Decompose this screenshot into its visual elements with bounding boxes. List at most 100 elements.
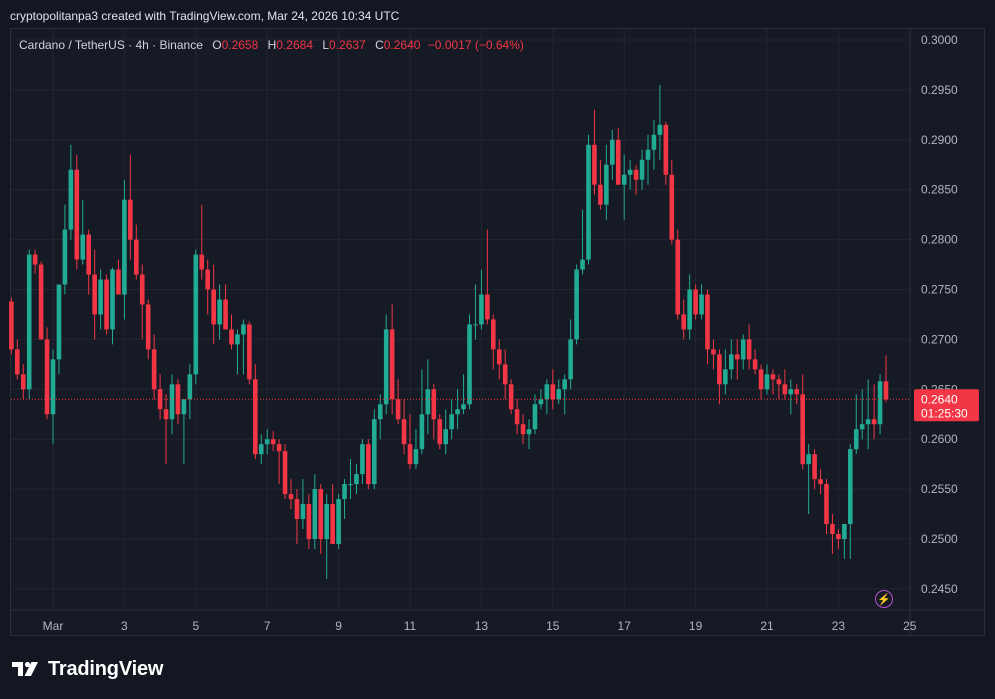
candle-down bbox=[205, 269, 210, 290]
y-tick-label: 0.2700 bbox=[921, 332, 958, 346]
legend-open-label: O bbox=[212, 38, 222, 52]
candle-up bbox=[342, 484, 347, 500]
candle-up bbox=[443, 429, 448, 445]
candle-down bbox=[276, 444, 282, 452]
candle-down bbox=[550, 384, 556, 400]
candle-up bbox=[467, 324, 472, 405]
candle-down bbox=[746, 339, 752, 360]
candle-down bbox=[74, 169, 80, 260]
candle-down bbox=[598, 184, 603, 205]
candle-down bbox=[491, 319, 496, 350]
candle-down bbox=[407, 444, 413, 465]
candle-up bbox=[473, 324, 478, 326]
tradingview-logo-icon bbox=[12, 661, 38, 676]
candle-down bbox=[520, 424, 526, 435]
candle-up bbox=[627, 169, 633, 175]
candle-up bbox=[580, 259, 585, 270]
candle-up bbox=[538, 399, 544, 405]
candle-down bbox=[633, 169, 639, 180]
y-tick-label: 0.2550 bbox=[921, 482, 958, 496]
price-tag-value: 0.2640 bbox=[921, 392, 958, 406]
candle-down bbox=[693, 289, 698, 315]
candle-up bbox=[764, 374, 770, 390]
candle-down bbox=[199, 254, 205, 270]
y-tick-label: 0.2900 bbox=[921, 133, 958, 147]
candle-down bbox=[139, 274, 145, 305]
candle-down bbox=[485, 294, 490, 320]
legend-low-value: 0.2637 bbox=[329, 38, 366, 52]
candle-up bbox=[98, 279, 103, 315]
candle-down bbox=[211, 289, 216, 325]
candle-up bbox=[788, 389, 794, 395]
candle-up bbox=[586, 144, 591, 260]
price-tag-box bbox=[914, 389, 979, 422]
candle-up bbox=[377, 404, 383, 420]
candle-up bbox=[372, 419, 377, 485]
candle-up bbox=[217, 299, 222, 325]
candle-up bbox=[181, 399, 187, 415]
legend-high-label: H bbox=[267, 38, 277, 52]
candle-down bbox=[366, 444, 371, 485]
candle-down bbox=[44, 339, 50, 415]
candle-down bbox=[663, 124, 669, 175]
candle-up bbox=[56, 284, 62, 360]
candle-up bbox=[740, 339, 746, 360]
candle-down bbox=[752, 359, 758, 370]
candle-down bbox=[681, 314, 686, 330]
candle-up bbox=[865, 419, 871, 425]
legend-change-value: −0.0017 (−0.64%) bbox=[427, 38, 524, 52]
candle-up bbox=[651, 134, 657, 150]
candle-up bbox=[544, 384, 550, 400]
lightning-icon[interactable]: ⚡ bbox=[875, 590, 893, 608]
candle-down bbox=[883, 381, 889, 400]
candle-down bbox=[431, 389, 437, 420]
candle-up bbox=[604, 164, 609, 205]
symbol-legend[interactable]: Cardano / TetherUS · 4h · Binance O0.265… bbox=[19, 38, 524, 52]
candle-up bbox=[258, 444, 264, 455]
candle-down bbox=[502, 364, 508, 385]
candle-down bbox=[92, 274, 97, 315]
candle-up bbox=[806, 454, 811, 465]
candle-up bbox=[80, 234, 86, 260]
candle-down bbox=[38, 264, 44, 340]
candle-down bbox=[223, 299, 228, 330]
chart-frame[interactable] bbox=[10, 28, 985, 636]
candle-up bbox=[687, 289, 692, 330]
candle-up bbox=[657, 124, 663, 135]
candle-up bbox=[842, 524, 847, 539]
y-tick-label: 0.2850 bbox=[921, 183, 958, 197]
candle-down bbox=[104, 279, 109, 330]
legend-low-label: L bbox=[322, 38, 330, 52]
candle-up bbox=[526, 429, 532, 435]
x-tick-label: 19 bbox=[689, 619, 703, 633]
candle-down bbox=[734, 354, 740, 360]
candle-up bbox=[455, 409, 460, 415]
x-tick-label: 17 bbox=[618, 619, 632, 633]
candle-up bbox=[122, 199, 127, 295]
y-tick-label: 0.2950 bbox=[921, 83, 958, 97]
tradingview-logo-text: TradingView bbox=[48, 657, 164, 680]
candle-up bbox=[621, 174, 627, 185]
candle-up bbox=[449, 414, 454, 430]
candle-up bbox=[574, 269, 579, 340]
candle-up bbox=[859, 424, 865, 430]
candle-down bbox=[134, 239, 139, 275]
candle-down bbox=[437, 419, 443, 445]
x-tick-label: Mar bbox=[43, 619, 64, 633]
candle-down bbox=[830, 524, 835, 535]
candle-up bbox=[360, 444, 365, 475]
tradingview-footer[interactable]: TradingView bbox=[12, 657, 163, 681]
overlay-layer: 0.24500.25000.25500.26000.26500.27000.27… bbox=[11, 33, 979, 633]
candle-down bbox=[717, 354, 722, 385]
y-tick-label: 0.2500 bbox=[921, 532, 958, 546]
price-tag-countdown: 01:25:30 bbox=[921, 406, 968, 420]
candle-up bbox=[235, 334, 240, 345]
candle-up bbox=[264, 439, 270, 445]
candle-up bbox=[723, 369, 728, 385]
candle-up bbox=[312, 489, 318, 539]
x-tick-label: 25 bbox=[903, 619, 917, 633]
candle-down bbox=[705, 294, 710, 350]
x-tick-label: 3 bbox=[121, 619, 128, 633]
x-tick-label: 9 bbox=[335, 619, 342, 633]
